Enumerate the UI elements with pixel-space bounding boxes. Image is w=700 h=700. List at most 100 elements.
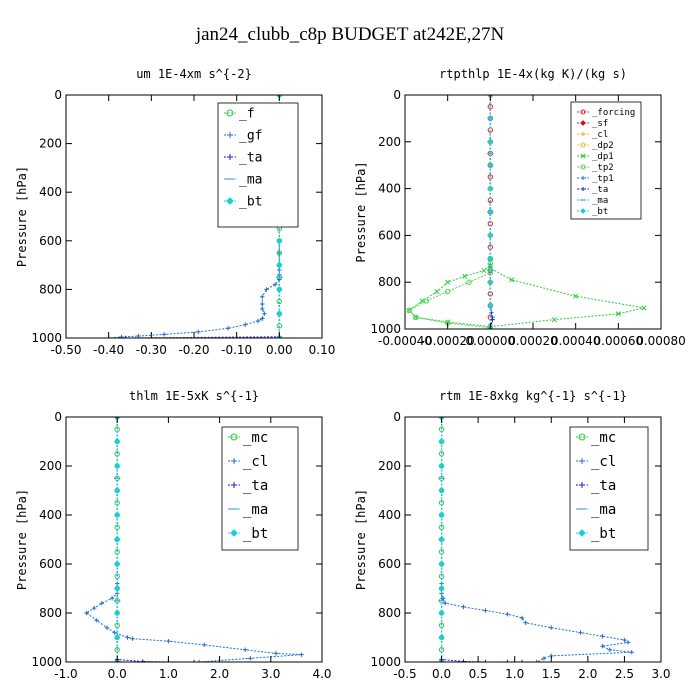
data-point xyxy=(243,322,248,327)
data-point xyxy=(487,115,494,122)
x-tick-label: -0.50 xyxy=(50,343,81,357)
legend-label: _gf xyxy=(239,129,262,144)
y-tick-label: 0 xyxy=(54,410,62,424)
legend-label: _bt xyxy=(243,526,268,542)
data-point xyxy=(104,625,110,630)
data-point xyxy=(299,652,304,657)
y-tick-label: 0 xyxy=(393,410,401,424)
data-point xyxy=(114,511,121,519)
data-point xyxy=(534,659,539,662)
data-point xyxy=(438,511,445,519)
legend-label: _ta xyxy=(591,478,616,494)
data-point xyxy=(487,208,494,216)
y-tick-label: 600 xyxy=(39,234,62,248)
legend-label: _tp2 xyxy=(592,163,614,173)
x-tick-label: -0.10 xyxy=(221,343,252,357)
data-point xyxy=(434,289,440,295)
data-point xyxy=(191,659,197,662)
y-tick-label: 200 xyxy=(378,135,401,149)
data-point xyxy=(260,316,265,321)
data-point xyxy=(578,630,583,635)
data-point xyxy=(406,307,412,313)
data-point xyxy=(445,279,451,285)
panel-3: thlm 1E-5xK s^{-1} Pressure [hPa] -1.0 0.0 1… xyxy=(15,389,332,681)
y-axis-label: Pressure [hPa] xyxy=(15,489,29,590)
x-tick-label: -0.40 xyxy=(93,343,124,357)
data-point xyxy=(225,326,231,331)
data-point xyxy=(114,634,121,641)
data-point xyxy=(487,104,494,110)
x-tick-label: 0.00040 xyxy=(551,334,601,348)
data-point xyxy=(440,596,446,601)
data-point xyxy=(248,656,253,661)
x-tick-label: 0.00060 xyxy=(594,334,644,348)
legend: _f _gf _ta _ma _bt xyxy=(217,102,299,228)
legend-label: _sf xyxy=(592,119,608,129)
legend-marker xyxy=(581,187,585,191)
x-tick-label: 0.00000 xyxy=(466,334,516,348)
data-point xyxy=(438,462,445,470)
legend-marker xyxy=(230,433,238,441)
data-point xyxy=(509,277,515,283)
y-tick-label: 600 xyxy=(378,228,401,242)
data-point xyxy=(166,638,171,644)
y-axis-label: Pressure [hPa] xyxy=(354,489,368,590)
legend-label: _mc xyxy=(243,430,268,446)
x-tick-label: 0.5 xyxy=(469,667,488,681)
x-tick-label: 1.5 xyxy=(542,667,561,681)
x-tick-label: 1.0 xyxy=(505,667,524,681)
legend-marker xyxy=(580,208,586,214)
legend-label: _tp1 xyxy=(592,174,614,184)
data-point xyxy=(112,630,117,635)
x-tick-label: 3.0 xyxy=(651,667,670,681)
y-axis-label: Pressure [hPa] xyxy=(354,161,368,262)
legend-box xyxy=(217,102,299,228)
data-point xyxy=(641,305,647,311)
data-point xyxy=(423,298,430,304)
data-point xyxy=(109,596,115,601)
y-tick-label: 600 xyxy=(39,557,62,571)
panels: um 1E-4xm s^{-2}Pressure [hPa]-0.50 -0.40… xyxy=(15,67,686,681)
data-point xyxy=(123,335,128,338)
legend-label: _ta xyxy=(239,151,262,166)
x-tick-label: -0.30 xyxy=(136,343,167,357)
data-point xyxy=(629,650,634,655)
data-point xyxy=(161,332,167,337)
data-point xyxy=(260,294,265,299)
legend-label: _dp2 xyxy=(592,141,614,151)
data-point xyxy=(607,647,612,652)
legend-marker xyxy=(226,197,234,205)
data-point xyxy=(487,302,494,309)
y-tick-label: 200 xyxy=(39,459,62,473)
data-point xyxy=(114,487,121,494)
data-point xyxy=(91,605,97,611)
y-tick-label: 800 xyxy=(39,606,62,620)
panel-title: rtm 1E-8xkg kg^{-1} s^{-1} xyxy=(439,389,627,403)
x-tick-label: -0.5 xyxy=(393,667,416,681)
data-point xyxy=(487,255,494,262)
data-point xyxy=(276,261,283,269)
data-point xyxy=(276,237,283,244)
data-point xyxy=(202,642,207,648)
y-tick-label: 400 xyxy=(378,508,401,522)
data-point xyxy=(615,311,621,317)
figure-title: jan24_clubb_c8p BUDGET at242E,27N xyxy=(195,24,505,45)
x-tick-label: 0.0 xyxy=(108,667,127,681)
legend-label: _mc xyxy=(591,430,616,446)
data-point xyxy=(125,635,130,640)
y-axis-label: Pressure [hPa] xyxy=(15,166,29,267)
data-point xyxy=(490,317,495,322)
data-point xyxy=(84,610,89,616)
legend-marker xyxy=(580,109,586,115)
legend-marker xyxy=(578,529,586,537)
x-tick-label: 0.00 xyxy=(266,343,293,357)
data-point xyxy=(114,560,121,568)
x-tick-label: -0.00020 xyxy=(421,334,475,348)
y-tick-label: 200 xyxy=(378,459,401,473)
plot-frame xyxy=(65,416,323,663)
legend-marker xyxy=(231,482,237,488)
panel-title: thlm 1E-5xK s^{-1} xyxy=(129,389,259,403)
x-tick-label: 0.0 xyxy=(432,667,451,681)
x-tick-label: -1.0 xyxy=(54,667,77,681)
